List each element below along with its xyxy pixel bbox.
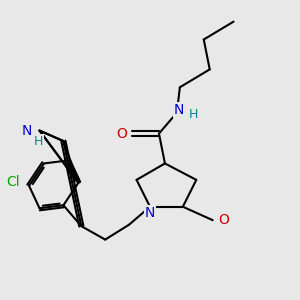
Text: Cl: Cl [7, 175, 20, 189]
Text: N: N [174, 103, 184, 117]
Text: H: H [33, 134, 43, 148]
Text: O: O [116, 127, 127, 141]
Text: O: O [218, 213, 229, 227]
Text: N: N [145, 206, 155, 220]
Text: H: H [189, 108, 198, 121]
Text: N: N [22, 124, 32, 138]
